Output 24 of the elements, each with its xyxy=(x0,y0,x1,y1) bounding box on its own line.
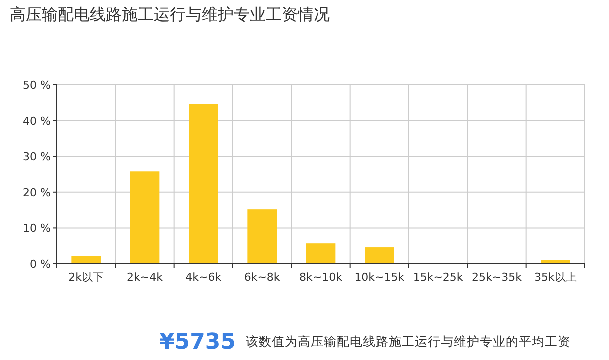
chart-title: 高压输配电线路施工运行与维护专业工资情况 xyxy=(10,5,330,24)
x-tick-label: 8k~10k xyxy=(300,271,344,284)
bar xyxy=(365,248,394,264)
x-tick-label: 2k以下 xyxy=(68,271,104,284)
y-tick-label: 30 % xyxy=(23,150,51,164)
x-tick-label: 4k~6k xyxy=(186,271,222,284)
x-tick-label: 10k~15k xyxy=(354,271,406,284)
bar xyxy=(248,210,277,264)
bar xyxy=(72,256,101,264)
y-tick-label: 20 % xyxy=(23,186,51,200)
y-tick-label: 50 % xyxy=(23,79,51,92)
text: ¥5735 xyxy=(159,330,236,355)
x-tick-label: 15k~25k xyxy=(413,271,464,284)
bar xyxy=(130,172,160,264)
text: 该数值为高压输配电线路施工运行与维护专业的平均工资 xyxy=(246,334,571,349)
y-tick-label: 10 % xyxy=(23,222,51,236)
x-tick-label: 35k以上 xyxy=(534,271,577,284)
bar xyxy=(306,244,336,264)
bar xyxy=(189,104,218,264)
x-tick-label: 6k~8k xyxy=(244,271,281,284)
y-tick-label: 0 % xyxy=(30,258,51,271)
x-tick-label: 2k~4k xyxy=(127,271,164,284)
y-tick-label: 40 % xyxy=(23,114,51,128)
x-tick-label: 25k~35k xyxy=(472,271,523,284)
